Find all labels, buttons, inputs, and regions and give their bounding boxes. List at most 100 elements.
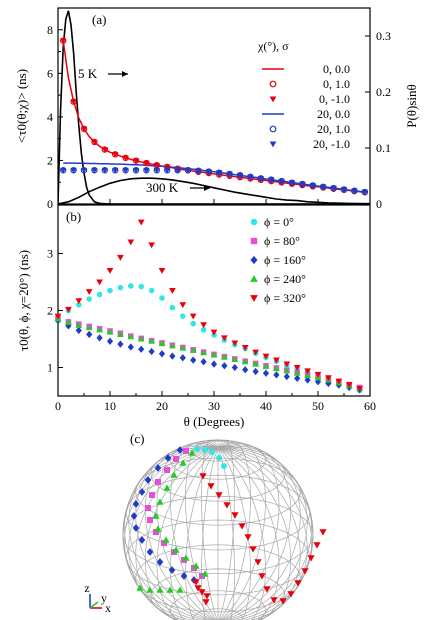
trajectory-point [231,512,239,519]
trajectory-point [130,512,138,520]
data-point [148,242,155,249]
trajectory-point [132,524,140,532]
data-point [85,324,93,331]
x-tick-label: 60 [364,399,376,413]
data-point [252,349,259,356]
data-point [106,268,114,274]
data-point [91,139,98,146]
data-point [158,350,166,358]
data-point [169,352,176,360]
data-point [128,283,134,289]
data-point [252,360,259,367]
data-point [216,170,223,176]
data-point [112,152,119,158]
data-point [174,167,181,174]
legend-swatch [269,96,277,103]
legend-entry: 20, 0.0 [317,107,350,121]
data-point [75,298,83,305]
data-point [70,167,77,174]
trajectory-point [156,558,164,566]
trajectory-red-bottom [192,579,211,606]
panel-a-label: (a) [92,12,106,27]
trajectory-point [194,446,200,452]
data-point [76,301,82,308]
trajectory-point [202,447,208,453]
annotation-arrowhead-0 [122,71,128,77]
legend-entry: 0, 0.0 [323,62,350,76]
data-point [320,184,327,190]
data-point [340,187,348,193]
data-point [231,356,239,363]
data-point [200,327,207,333]
trajectory-point [153,529,159,535]
panel-a-right-axis-label: P(θ)sinθ [404,84,419,128]
data-point [96,279,103,286]
trajectory-point [138,536,146,544]
data-point [132,158,140,164]
y-tick-label: 3 [47,246,53,260]
data-point [273,371,280,379]
trajectory-point [319,529,327,536]
legend-swatch [250,218,258,226]
trajectory-point [287,591,295,598]
data-point [221,335,228,342]
data-point [325,375,332,382]
data-point [304,368,311,375]
trajectory-point [154,525,162,532]
trajectory-point [146,586,154,593]
y-tick-label: 4 [47,110,53,124]
data-point [132,167,140,174]
trajectory-point [170,471,178,478]
data-point [75,326,82,335]
data-point [122,155,129,161]
longitude-line [156,442,280,620]
data-point [273,365,280,372]
data-point [148,337,155,344]
legend-entry: 0, 1.0 [323,77,350,91]
data-point [294,374,301,382]
data-point [117,284,124,291]
data-point [101,167,108,174]
data-point [169,288,176,294]
legend-swatch [250,275,258,282]
data-point [189,313,197,320]
longitude-line [124,447,312,620]
data-point [117,331,124,337]
trajectory-point [216,455,222,461]
data-point [86,296,92,302]
longitude-line [185,440,251,620]
legend-entry: 0, -1.0 [319,92,350,106]
y-tick-label: 6 [47,66,53,80]
data-point [70,99,77,105]
trajectory-point [154,464,162,472]
trajectory-red [199,473,327,605]
data-point [262,353,270,360]
trajectory-point [164,454,172,462]
trajectory-green [152,449,209,577]
x-tick-label: 40 [260,399,272,413]
trajectory-point [163,484,171,491]
data-point [299,181,306,188]
trajectory-point [146,548,154,556]
y2-tick-label: 0.3 [376,29,391,43]
trajectory-point [147,517,153,523]
legend-entry: ϕ = 0° [264,215,294,229]
data-point [86,330,93,339]
data-point [221,362,228,370]
trajectory-point [132,500,140,508]
data-point [65,306,72,313]
trajectory-point [207,483,215,490]
trajectory-point [279,598,287,605]
data-point [112,167,119,174]
panel-b-x-axis-label: θ (Degrees) [184,414,245,429]
data-point [60,167,67,174]
data-point [148,347,155,356]
trajectory-point [176,586,184,593]
panel-c: (c) zyx [84,431,327,620]
data-point [268,177,275,183]
trajectory-point [156,586,164,593]
data-point [153,162,160,169]
trajectory-point [188,449,196,456]
longitude-line [128,446,308,620]
